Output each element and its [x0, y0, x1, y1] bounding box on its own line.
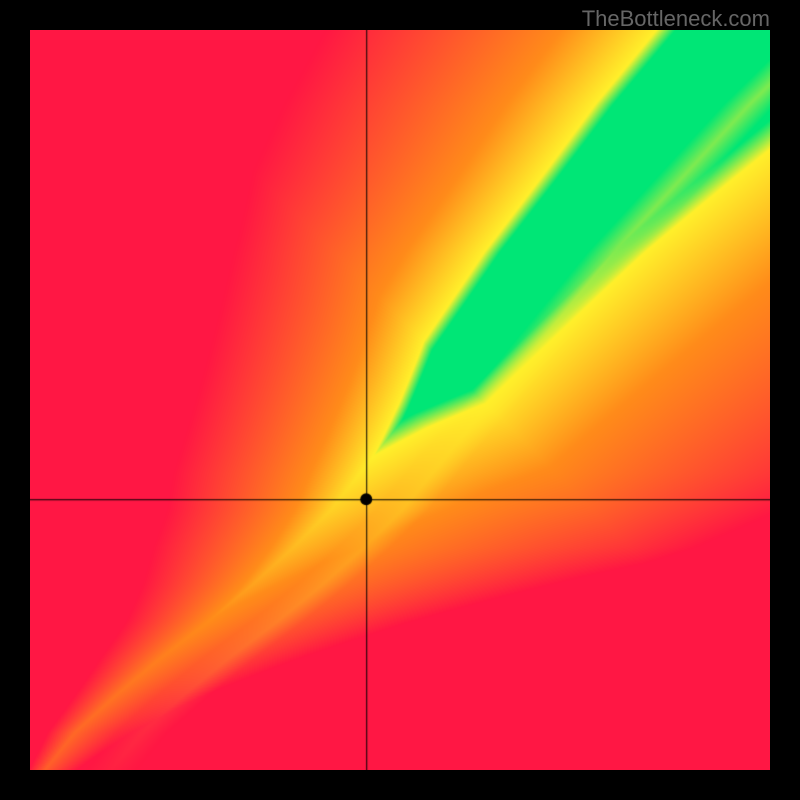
watermark-text: TheBottleneck.com [582, 6, 770, 32]
heatmap-canvas [30, 30, 770, 770]
heatmap-plot [30, 30, 770, 770]
chart-container: TheBottleneck.com [0, 0, 800, 800]
